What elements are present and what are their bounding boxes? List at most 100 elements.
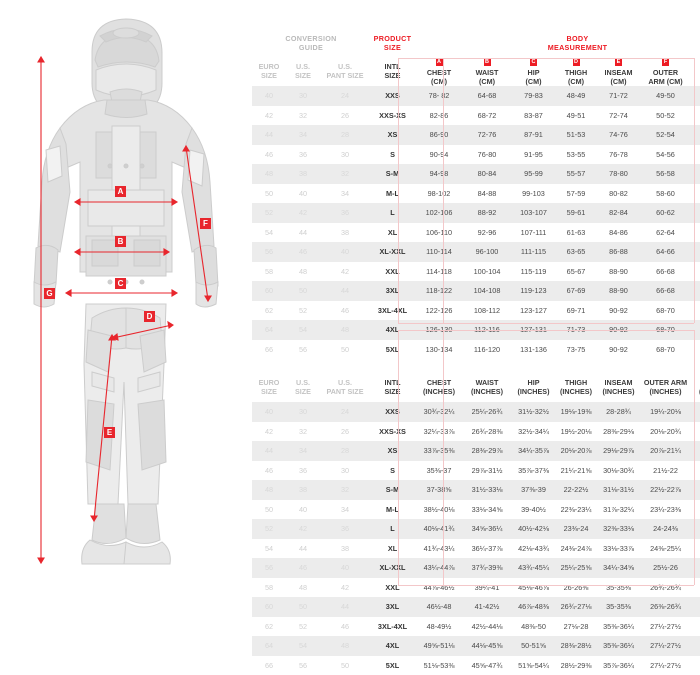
cell-intl-size: S-M: [370, 480, 415, 500]
cell-us-pant-size: 38: [320, 223, 370, 243]
in-col-thigh-l2: (INCHES): [560, 387, 592, 396]
cell-outer-arm: 24⅜-25¼: [641, 539, 690, 559]
cell-intl-size: XL-XXL: [370, 558, 415, 578]
cell-us-pant-size: 48: [320, 320, 370, 340]
cell-us-size: 36: [286, 461, 320, 481]
cell-us-pant-size: 30: [320, 145, 370, 165]
cell-euro: 42: [252, 422, 286, 442]
cell-waist: 41-42½: [463, 597, 511, 617]
cell-waist: 26¾-28⅜: [463, 422, 511, 442]
cell-chest: 114-118: [415, 262, 463, 282]
col-us-l1: U.S.: [296, 62, 310, 71]
in-col-thigh: THIGH (INCHES): [556, 372, 596, 402]
cell-waist: 116-120: [463, 340, 511, 360]
cell-chest: 46½-48: [415, 597, 463, 617]
cell-euro: 48: [252, 164, 286, 184]
cell-inseam: 90-92: [596, 340, 641, 360]
cell-height: 195-199: [690, 301, 700, 321]
cell-us-size: 54: [286, 320, 320, 340]
cell-us-pant-size: 44: [320, 281, 370, 301]
cell-hip: 99-103: [511, 184, 556, 204]
cell-euro: 56: [252, 242, 286, 262]
cell-waist: 36¼-37⅞: [463, 539, 511, 559]
cell-thigh: 19½-20⅛: [556, 422, 596, 442]
cell-inseam: 32⅜-33⅛: [596, 519, 641, 539]
cell-height: 6'5"-6'6": [690, 656, 700, 675]
cell-chest: 33⅞-35⅜: [415, 441, 463, 461]
cell-us-size: 52: [286, 301, 320, 321]
cell-thigh: 19⅛-19⅜: [556, 402, 596, 422]
cell-waist: 29⅞-31½: [463, 461, 511, 481]
cell-intl-size: 5XL: [370, 656, 415, 675]
in-col-inseam-l2: (INCHES): [603, 387, 635, 396]
divider-bottom-cm: [398, 323, 694, 324]
cell-thigh: 65-67: [556, 262, 596, 282]
cell-us-pant-size: 32: [320, 164, 370, 184]
cell-euro: 40: [252, 402, 286, 422]
cell-waist: 33⅛-34⅝: [463, 500, 511, 520]
cell-hip: 115-119: [511, 262, 556, 282]
cell-outer-arm: 56-58: [641, 164, 690, 184]
cell-chest: 130-134: [415, 340, 463, 360]
divider-top-cm: [398, 58, 694, 59]
in-col-uspant-l1: U.S.: [338, 378, 352, 387]
divider-product-right-in: [443, 330, 444, 585]
cell-thigh: 28⅜-28½: [556, 636, 596, 656]
in-col-euro-l1: EURO: [259, 378, 280, 387]
cell-us-pant-size: 24: [320, 86, 370, 106]
cell-intl-size: 3XL-4XL: [370, 301, 415, 321]
cell-inseam: 90-92: [596, 301, 641, 321]
col-waist-cm: B WAIST (CM): [463, 56, 511, 86]
col-us-pant-size: U.S. PANT SIZE: [320, 56, 370, 86]
cell-euro: 46: [252, 145, 286, 165]
in-col-intl-size: INTL SIZE: [370, 372, 415, 402]
cell-height: 183-187: [690, 223, 700, 243]
product-size-title: PRODUCT SIZE: [370, 30, 415, 56]
cell-inseam: 34¼-34⅝: [596, 558, 641, 578]
col-thigh-cm: D THIGH (CM): [556, 56, 596, 86]
cell-thigh: 59-61: [556, 203, 596, 223]
cell-inseam: 31⅞-32¼: [596, 500, 641, 520]
divider-body-right-in: [694, 330, 695, 585]
cell-hip: 79-83: [511, 86, 556, 106]
cell-intl-size: 4XL: [370, 636, 415, 656]
in-col-chest-l2: (INCHES): [423, 387, 455, 396]
divider-top-in: [398, 330, 694, 331]
tag-a-icon: A: [436, 59, 443, 66]
cell-euro: 64: [252, 636, 286, 656]
cell-outer-arm: 20⅞-21¼: [641, 441, 690, 461]
cell-euro: 62: [252, 301, 286, 321]
cell-outer-arm: 58-60: [641, 184, 690, 204]
cell-height: 191-195: [690, 262, 700, 282]
cell-intl-size: XL: [370, 539, 415, 559]
cell-outer-arm: 26¾-26¾: [641, 578, 690, 598]
size-tables: CONVERSION GUIDE PRODUCT SIZE BODY MEASU…: [252, 30, 700, 675]
cell-intl-size: S-M: [370, 164, 415, 184]
cell-hip: 45⅛-46⅞: [511, 578, 556, 598]
tag-e-icon: E: [615, 59, 622, 66]
cell-thigh: 49-51: [556, 106, 596, 126]
cell-height: 171-175: [690, 164, 700, 184]
conversion-guide-title: CONVERSION GUIDE: [252, 30, 370, 56]
cell-chest: 32¼-33⅞: [415, 422, 463, 442]
cell-chest: 30¾-32¼: [415, 402, 463, 422]
cell-inseam: 35⅞-36¼: [596, 656, 641, 675]
cell-us-pant-size: 26: [320, 106, 370, 126]
cell-thigh: 63-65: [556, 242, 596, 262]
in-col-waist-l1: WAIST: [476, 378, 499, 387]
cell-outer-arm: 21½-22: [641, 461, 690, 481]
label-f-outerarm: F: [200, 218, 211, 229]
cell-euro: 56: [252, 558, 286, 578]
cell-inseam: 35⅜-36¼: [596, 636, 641, 656]
cell-chest: 110-114: [415, 242, 463, 262]
cell-hip: 32½-34¼: [511, 422, 556, 442]
in-col-height: HEIGHT (INCHES): [690, 372, 700, 402]
cell-waist: 92-96: [463, 223, 511, 243]
in-col-euro-l2: SIZE: [261, 387, 277, 396]
